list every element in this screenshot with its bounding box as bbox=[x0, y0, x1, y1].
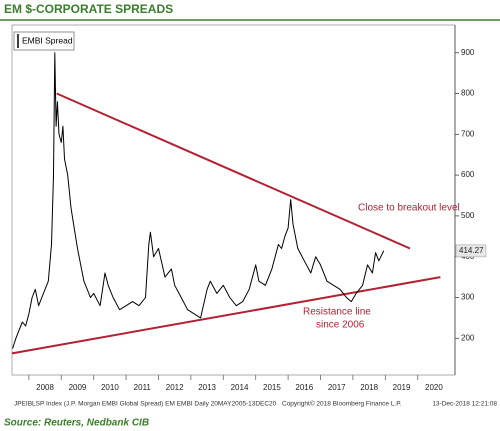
x-tick-label: 2008 bbox=[36, 383, 54, 392]
series-line bbox=[12, 52, 385, 349]
annotation: Resistance line bbox=[303, 307, 371, 318]
x-tick-label: 2013 bbox=[198, 383, 216, 392]
chart-title: EM $-CORPORATE SPREADS bbox=[4, 2, 173, 16]
x-tick-label: 2020 bbox=[425, 383, 443, 392]
last-value-box bbox=[455, 244, 487, 258]
x-tick-label: 2015 bbox=[263, 383, 281, 392]
annotation: since 2006 bbox=[316, 320, 365, 331]
legend-box bbox=[13, 31, 75, 51]
x-tick-label: 2010 bbox=[101, 383, 119, 392]
plot-area bbox=[11, 24, 456, 376]
x-tick-label: 2018 bbox=[360, 383, 378, 392]
y-tick-label: 500 bbox=[461, 211, 475, 220]
x-tick-label: 2014 bbox=[231, 383, 249, 392]
y-tick-label: 600 bbox=[461, 170, 475, 179]
footer-copyright: Copyright© 2018 Bloomberg Finance L.P. bbox=[282, 400, 402, 408]
x-tick-label: 2012 bbox=[166, 383, 184, 392]
trend-line bbox=[56, 92, 411, 250]
y-tick-label: 200 bbox=[461, 333, 475, 342]
trend-line bbox=[11, 276, 441, 355]
legend-label: EMBI Spread bbox=[22, 35, 73, 45]
y-tick-label: 300 bbox=[461, 293, 475, 302]
footer-index: JPEIBLSP Index (J.P. Morgan EMBI Global … bbox=[14, 401, 277, 408]
y-tick-label: 700 bbox=[461, 129, 475, 138]
x-tick-label: 2017 bbox=[328, 383, 346, 392]
x-tick-label: 2019 bbox=[393, 383, 411, 392]
y-tick-label: 800 bbox=[461, 89, 475, 98]
last-value-label: 414.27 bbox=[459, 246, 484, 255]
footer-timestamp: 13-Dec-2018 12:21:08 bbox=[432, 401, 497, 408]
x-tick-label: 2016 bbox=[295, 383, 313, 392]
annotation: Close to breakout level bbox=[358, 203, 460, 214]
x-tick-label: 2011 bbox=[134, 383, 152, 392]
source: Source: Reuters, Nedbank CIB bbox=[4, 418, 149, 429]
x-tick-label: 2009 bbox=[69, 383, 87, 392]
y-tick-label: 900 bbox=[461, 48, 475, 57]
